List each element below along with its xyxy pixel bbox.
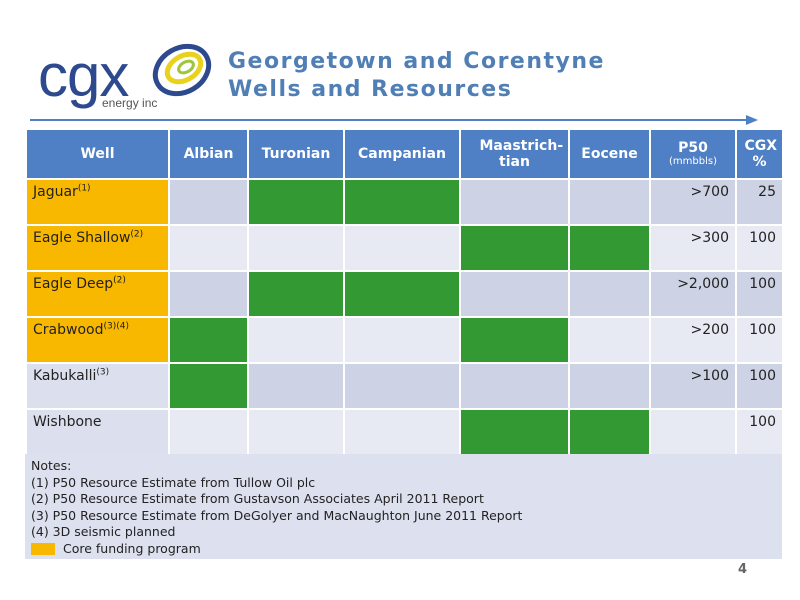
cgx-value: 100 [735, 316, 784, 364]
col-header-albian: Albian [168, 128, 249, 180]
albian-cell [168, 178, 249, 226]
notes-heading: Notes: [31, 458, 72, 473]
p50-value: >2,000 [649, 270, 737, 318]
eocene-cell-target [568, 224, 651, 272]
well-name: Eagle Deep [33, 276, 114, 292]
turonian-cell-target [247, 178, 345, 226]
cgx-value: 100 [735, 224, 784, 272]
logo-subtext: energy inc [102, 96, 158, 110]
well-name: Crabwood [33, 322, 104, 338]
core-funding-swatch [31, 543, 55, 555]
well-note-ref: (2) [130, 229, 144, 240]
turonian-cell [247, 408, 345, 456]
col-header-eocene: Eocene [568, 128, 651, 180]
albian-cell [168, 408, 249, 456]
col-header-campanian: Campanian [343, 128, 461, 180]
well-name-cell: Eagle Shallow(2) [25, 224, 170, 272]
cgx-value: 100 [735, 362, 784, 410]
eocene-cell [568, 316, 651, 364]
well-note-ref: (3) [96, 367, 110, 378]
maastrichtian-label: Maastrich-tian [479, 138, 564, 170]
well-name-cell: Crabwood(3)(4) [25, 316, 170, 364]
note-item: (3) P50 Resource Estimate from DeGolyer … [31, 507, 523, 523]
maastrichtian-cell [459, 270, 570, 318]
well-note-ref: (1) [77, 183, 91, 194]
albian-cell [168, 224, 249, 272]
table-row: Kabukalli(3) >100 100 [25, 362, 784, 410]
well-name-cell: Kabukalli(3) [25, 362, 170, 410]
albian-cell-target [168, 316, 249, 364]
maastrichtian-cell-target [459, 408, 570, 456]
page-number: 4 [738, 562, 748, 577]
albian-cell [168, 270, 249, 318]
logo-swirl-icon [152, 43, 212, 97]
maastrichtian-cell [459, 178, 570, 226]
company-logo: cgx energy inc [38, 38, 213, 110]
campanian-cell [343, 408, 461, 456]
col-header-well: Well [25, 128, 170, 180]
cgx-value: 25 [735, 178, 784, 226]
notes-box: Notes: (1) P50 Resource Estimate from Tu… [25, 454, 782, 559]
well-name: Wishbone [33, 414, 102, 430]
p50-value: >300 [649, 224, 737, 272]
turonian-cell [247, 362, 345, 410]
eocene-cell [568, 270, 651, 318]
cgx-label: CGX % [744, 138, 778, 170]
turonian-cell [247, 224, 345, 272]
eocene-cell [568, 362, 651, 410]
well-name: Kabukalli [33, 368, 97, 384]
eocene-cell [568, 178, 651, 226]
campanian-cell-target [343, 270, 461, 318]
campanian-cell [343, 362, 461, 410]
well-name: Jaguar [33, 184, 78, 200]
cgx-value: 100 [735, 408, 784, 456]
p50-unit: (mmbbls) [669, 156, 717, 167]
albian-cell-target [168, 362, 249, 410]
title-line-2: Wells and Resources [228, 77, 513, 102]
wells-table: Well Albian Turonian Campanian Maastrich… [25, 128, 784, 456]
slide-title: Georgetown and Corentyne Wells and Resou… [228, 48, 605, 104]
well-name-cell: Eagle Deep(2) [25, 270, 170, 318]
well-name: Eagle Shallow [33, 230, 131, 246]
campanian-cell-target [343, 178, 461, 226]
title-underline-arrow [30, 115, 758, 125]
maastrichtian-cell-target [459, 224, 570, 272]
p50-value: >200 [649, 316, 737, 364]
logo-wordmark: cgx [38, 42, 129, 109]
col-header-cgx: CGX % [735, 128, 784, 180]
turonian-cell-target [247, 270, 345, 318]
p50-value: >100 [649, 362, 737, 410]
cgx-value: 100 [735, 270, 784, 318]
title-line-1: Georgetown and Corentyne [228, 49, 605, 74]
note-item: (1) P50 Resource Estimate from Tullow Oi… [31, 474, 316, 490]
note-item: (4) 3D seismic planned [31, 524, 176, 539]
well-note-ref: (3)(4) [103, 321, 129, 332]
campanian-cell [343, 316, 461, 364]
table-row: Eagle Deep(2) >2,000 100 [25, 270, 784, 318]
eocene-cell-target [568, 408, 651, 456]
table-row: Crabwood(3)(4) >200 100 [25, 316, 784, 364]
legend-label: Core funding program [63, 540, 201, 556]
maastrichtian-cell [459, 362, 570, 410]
well-name-cell: Wishbone [25, 408, 170, 456]
table-body: Jaguar(1) >700 25 Eagle Shallow(2) >300 100 Ea… [25, 178, 784, 456]
table-header-row: Well Albian Turonian Campanian Maastrich… [25, 128, 784, 180]
col-header-turonian: Turonian [247, 128, 345, 180]
p50-label: P50 [678, 140, 708, 156]
table-row: Wishbone 100 [25, 408, 784, 456]
campanian-cell [343, 224, 461, 272]
table-row: Eagle Shallow(2) >300 100 [25, 224, 784, 272]
legend-row: Core funding program [31, 541, 776, 558]
maastrichtian-cell-target [459, 316, 570, 364]
turonian-cell [247, 316, 345, 364]
col-header-maastrichtian: Maastrich-tian [459, 128, 570, 180]
p50-value: >700 [649, 178, 737, 226]
table-row: Jaguar(1) >700 25 [25, 178, 784, 226]
p50-value [649, 408, 737, 456]
note-item: (2) P50 Resource Estimate from Gustavson… [31, 491, 484, 506]
well-note-ref: (2) [113, 275, 126, 286]
col-header-p50: P50 (mmbbls) [649, 128, 737, 180]
well-name-cell: Jaguar(1) [25, 178, 170, 226]
